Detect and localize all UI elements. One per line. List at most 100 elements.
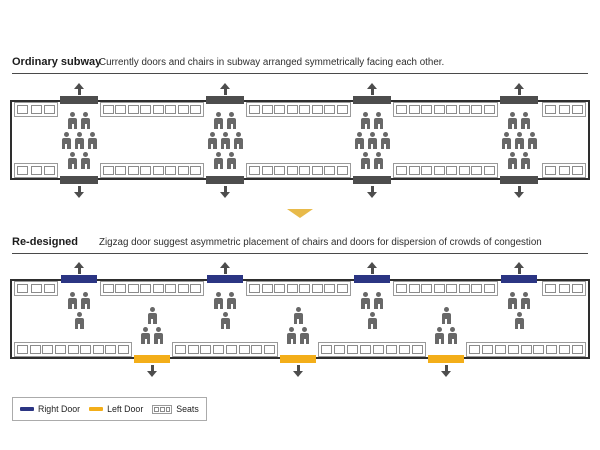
person-head xyxy=(229,152,234,157)
person-legs xyxy=(441,319,451,324)
person-leg xyxy=(73,124,77,129)
person-icon xyxy=(527,132,537,149)
person-legs xyxy=(361,164,370,169)
seat xyxy=(399,345,410,354)
person-body xyxy=(508,118,517,124)
person-head xyxy=(229,292,234,297)
person-legs xyxy=(374,164,383,169)
person-leg xyxy=(521,124,525,129)
seat xyxy=(115,166,127,175)
person-head xyxy=(235,132,241,137)
person-leg xyxy=(533,144,537,149)
seat xyxy=(249,105,260,114)
seat xyxy=(520,345,532,354)
arrow-head xyxy=(367,192,377,198)
person-leg xyxy=(74,324,78,329)
person-head xyxy=(222,132,228,137)
person-leg xyxy=(379,164,383,169)
person-head xyxy=(369,132,375,137)
crowd-row xyxy=(68,112,90,129)
up-arrow-icon xyxy=(220,262,230,274)
seat xyxy=(533,345,545,354)
seat xyxy=(545,166,556,175)
person-body xyxy=(380,138,390,144)
seat xyxy=(54,345,66,354)
person-leg xyxy=(227,164,231,169)
arrow-head xyxy=(147,371,157,377)
person-icon xyxy=(68,112,77,129)
person-legs xyxy=(361,124,370,129)
seat xyxy=(324,105,336,114)
person-head xyxy=(516,312,522,317)
seat xyxy=(177,284,189,293)
seat xyxy=(127,166,139,175)
person-legs xyxy=(374,124,383,129)
person-head xyxy=(529,132,535,137)
person-icon xyxy=(361,112,370,129)
person-leg xyxy=(440,339,444,344)
seat xyxy=(17,284,28,293)
person-leg xyxy=(361,304,365,309)
person-head xyxy=(510,152,515,157)
seat xyxy=(483,166,495,175)
seat xyxy=(386,345,397,354)
seat xyxy=(299,284,311,293)
person-head xyxy=(156,327,161,332)
person-leg xyxy=(361,164,365,169)
crowd-row xyxy=(61,132,97,149)
down-arrow-icon xyxy=(74,186,84,198)
person-head xyxy=(229,112,234,117)
seat xyxy=(261,166,273,175)
seat xyxy=(311,105,323,114)
person-legs xyxy=(74,144,84,149)
person-legs xyxy=(380,144,390,149)
arrow-head xyxy=(367,83,377,89)
section-divider-line xyxy=(12,253,588,254)
person-leg xyxy=(213,144,217,149)
seat xyxy=(334,345,345,354)
right-door xyxy=(354,275,390,283)
person-leg xyxy=(453,339,457,344)
crowd-group xyxy=(416,307,476,344)
person-body xyxy=(147,313,157,319)
right-door xyxy=(501,275,537,283)
person-leg xyxy=(508,164,512,169)
person-icon xyxy=(207,132,217,149)
seat xyxy=(127,105,139,114)
transition-arrow-icon xyxy=(287,209,313,218)
person-legs xyxy=(508,164,517,169)
right-door-swatch xyxy=(20,407,34,411)
person-head xyxy=(376,292,381,297)
person-leg xyxy=(74,144,78,149)
arrow-stem xyxy=(517,186,521,192)
person-leg xyxy=(220,144,224,149)
person-body xyxy=(81,118,90,124)
person-legs xyxy=(81,304,90,309)
person-leg xyxy=(366,124,370,129)
seat xyxy=(286,105,298,114)
person-icon xyxy=(441,307,451,324)
person-leg xyxy=(354,144,358,149)
person-head xyxy=(516,132,522,137)
person-icon xyxy=(233,132,243,149)
person-body xyxy=(354,138,364,144)
person-icon xyxy=(74,312,84,329)
seat xyxy=(336,284,348,293)
person-leg xyxy=(501,144,505,149)
subway-door xyxy=(353,176,391,184)
person-legs xyxy=(227,124,236,129)
person-legs xyxy=(300,339,309,344)
person-head xyxy=(356,132,362,137)
seat xyxy=(458,166,470,175)
legend-item-right-door: Right Door xyxy=(20,404,80,414)
person-head xyxy=(450,327,455,332)
person-leg xyxy=(360,144,364,149)
person-icon xyxy=(68,292,77,309)
person-legs xyxy=(81,164,90,169)
seat xyxy=(408,105,420,114)
left-door-swatch xyxy=(89,407,104,411)
person-leg xyxy=(507,144,511,149)
person-head xyxy=(510,292,515,297)
person-leg xyxy=(441,319,445,324)
seat xyxy=(446,105,458,114)
